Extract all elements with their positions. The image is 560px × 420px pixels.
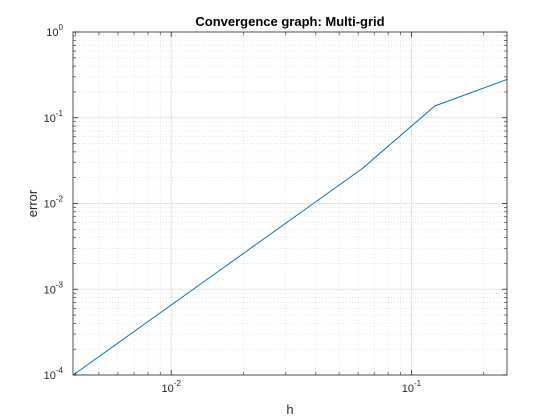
x-tick-label: 10-2 [162,379,182,395]
y-tick-label: 10-2 [44,195,64,211]
series-line-1 [72,78,508,376]
x-tick-label: 10-1 [402,379,422,395]
y-tick-label: 10-4 [44,366,64,382]
tick-labels: 10-2 10-1 10-4 10-3 10-2 10-1 100 [44,23,422,395]
x-axis-label: h [286,402,293,417]
series-layer [72,78,508,376]
tick-marks [73,31,507,376]
y-axis-label: error [25,189,40,217]
chart-title: Convergence graph: Multi-grid [195,14,384,29]
y-tick-label: 10-3 [44,280,64,296]
y-tick-label: 100 [46,23,63,39]
y-tick-label: 10-1 [44,109,64,125]
